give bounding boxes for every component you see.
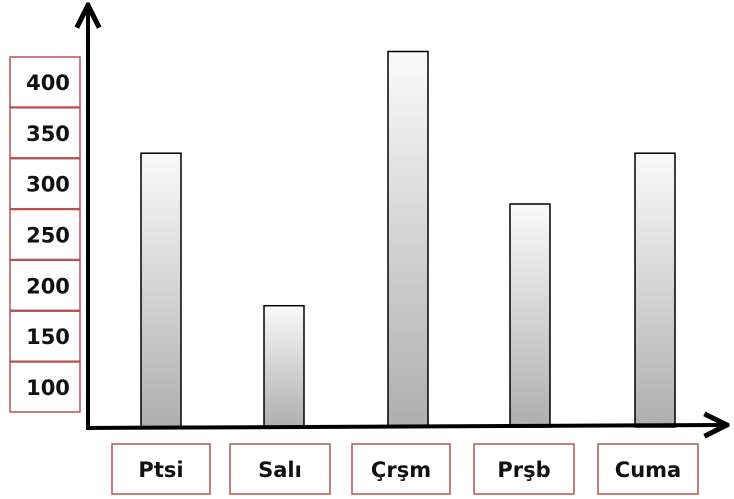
x-axis-category-labels: Ptsi Salı Çrşm Prşb Cuma [111,443,699,495]
x-category-label: Ptsi [138,458,183,482]
x-category-box [473,443,575,495]
bar-salı [263,304,305,428]
x-category-box [597,443,699,495]
y-tick-box [9,157,81,210]
y-tick-box [9,259,81,312]
x-category-label: Cuma [615,458,681,482]
y-tick-label: 150 [26,325,70,349]
y-axis-tick-labels: 100 150 200 250 300 350 400 [9,56,81,413]
bar-çrşm [387,50,429,428]
x-axis [85,425,724,428]
y-tick-label: 350 [26,122,70,146]
x-category-box [111,443,211,495]
y-tick-label: 300 [26,173,70,197]
x-category-label: Çrşm [371,458,431,482]
y-tick-box [9,361,81,413]
y-tick-box [9,208,81,261]
y-tick-label: 250 [26,224,70,248]
bar-cuma [634,152,676,428]
y-tick-box [9,107,81,159]
x-category-box [351,443,451,495]
y-tick-label: 100 [26,376,70,400]
x-category-label: Salı [258,458,302,482]
bar-ptsi [140,152,182,428]
y-tick-label: 200 [26,274,70,298]
y-tick-box [9,56,81,108]
x-category-box [229,443,331,495]
y-tick-box [9,310,81,362]
bar-prşb [509,203,551,428]
y-tick-label: 400 [26,71,70,95]
x-category-label: Prşb [497,458,550,482]
bars [140,50,676,428]
